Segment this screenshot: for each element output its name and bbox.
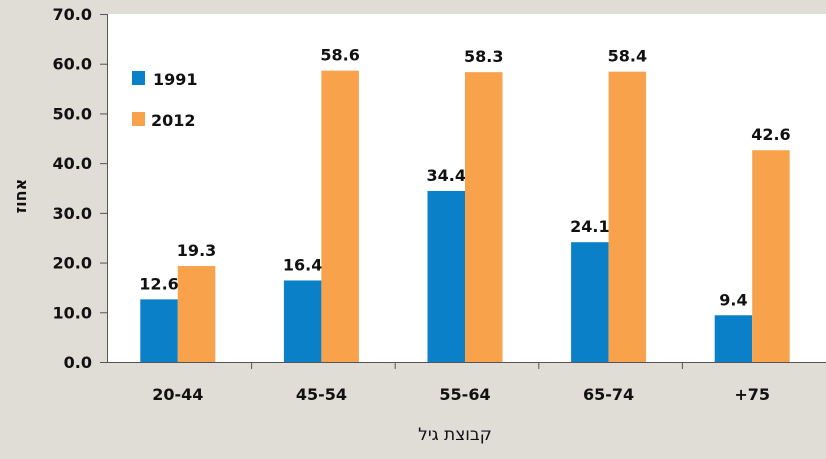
y-tick-label: 30.0 [53, 204, 92, 223]
bar-2012-65-74 [608, 71, 647, 362]
bar-2012-45-54 [321, 70, 359, 362]
legend-swatch-1991 [132, 71, 145, 85]
data-label-1991-45-54: 16.4 [283, 255, 322, 274]
bar-2012-55-64 [465, 72, 503, 362]
data-label-2012-55-64: 58.3 [464, 47, 503, 66]
legend-label-2012: 2012 [151, 111, 196, 130]
y-tick-label: 60.0 [53, 55, 92, 74]
bar-2012-20-44 [177, 266, 216, 362]
y-tick-label: 10.0 [53, 303, 92, 322]
y-axis-label: אחוז [11, 179, 30, 214]
x-tick-label: 65-74 [583, 385, 634, 404]
data-label-1991-+75: 9.4 [719, 290, 747, 309]
data-label-2012-20-44: 19.3 [177, 241, 216, 260]
x-tick-label: 55-64 [439, 385, 490, 404]
data-label-1991-20-44: 12.6 [139, 274, 178, 293]
data-label-1991-55-64: 34.4 [427, 166, 466, 185]
y-tick-label: 0.0 [64, 353, 92, 372]
x-tick-label: 20-44 [152, 385, 203, 404]
y-tick-label: 70.0 [53, 5, 92, 24]
bar-1991-45-54 [283, 280, 322, 362]
x-tick-label: 45-54 [296, 385, 347, 404]
y-tick-label: 40.0 [53, 154, 92, 173]
bar-1991-20-44 [140, 299, 178, 362]
bar-1991-+75 [714, 315, 753, 362]
data-label-2012-+75: 42.6 [751, 125, 790, 144]
y-tick-label: 20.0 [53, 254, 92, 273]
data-label-1991-65-74: 24.1 [570, 217, 609, 236]
x-axis-label: קבוצת גיל [418, 425, 492, 445]
bar-1991-65-74 [571, 242, 609, 362]
data-label-2012-65-74: 58.4 [608, 47, 647, 66]
x-tick-label: +75 [734, 385, 770, 404]
legend: 1991 2012 [132, 70, 198, 130]
legend-label-1991: 1991 [153, 70, 198, 89]
bar-1991-55-64 [427, 190, 465, 362]
y-tick-label: 50.0 [53, 104, 92, 123]
legend-swatch-2012 [132, 112, 145, 126]
data-label-2012-45-54: 58.6 [320, 46, 359, 65]
bar-2012-+75 [752, 150, 790, 362]
